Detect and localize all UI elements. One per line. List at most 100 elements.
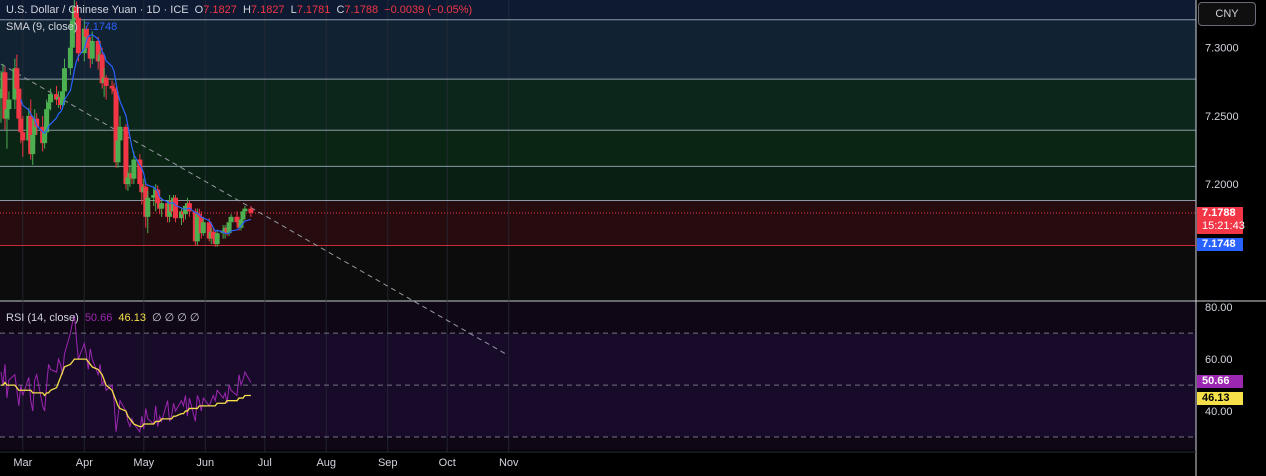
price-tick-label: 7.2500 [1205, 111, 1239, 123]
open-label: O [194, 4, 204, 16]
candle-body [18, 118, 24, 133]
date-tick-label: Oct [439, 457, 456, 469]
candle-body [206, 222, 212, 239]
rsi-pane [0, 314, 252, 434]
candle [2, 66, 8, 130]
candle-body [228, 216, 234, 223]
price-zone [0, 79, 1196, 131]
candle-body [125, 177, 131, 185]
sma-line [20, 33, 252, 234]
candle-body [2, 72, 8, 119]
rsi-ma-value-tag: 46.13 [1197, 392, 1243, 405]
candle-body [85, 36, 91, 48]
candle [103, 75, 109, 100]
candle-body [123, 126, 129, 185]
candle-body [44, 109, 50, 133]
candle-body [226, 222, 232, 234]
axes: 7.3000 7.2500 7.2000 80.00 60.00 40.00 Mar Apr M… [13, 43, 1238, 469]
candle-body [16, 88, 22, 119]
candle [248, 205, 254, 217]
candle [6, 91, 12, 120]
candle-body [194, 214, 200, 242]
candle [109, 80, 115, 95]
candle-body [81, 28, 87, 54]
candle [89, 31, 95, 65]
candle-body [46, 102, 52, 110]
candle [145, 190, 151, 234]
candle-body [111, 88, 117, 92]
candle [30, 129, 36, 165]
candle [61, 58, 67, 96]
price-zone [0, 19, 1196, 80]
candle [173, 195, 179, 223]
rsi-tick-label: 60.00 [1205, 354, 1233, 366]
candle-body [214, 233, 220, 245]
rsi-ma-value: 46.13 [118, 312, 146, 324]
currency-button[interactable]: CNY [1198, 2, 1256, 26]
sma-value: 7.1748 [83, 21, 118, 33]
low-label: L [290, 4, 297, 16]
date-tick-label: Mar [13, 457, 32, 469]
candle [48, 88, 54, 111]
candle-body [155, 189, 161, 204]
candle-body [131, 159, 137, 179]
candle-body [240, 211, 246, 220]
candle-body [30, 135, 36, 155]
date-tick-label: Jul [258, 457, 272, 469]
candle-body [59, 91, 65, 105]
date-tick-label: Sep [378, 457, 398, 469]
high-value: 7.1827 [250, 4, 285, 16]
sma-polyline [20, 33, 252, 234]
rsi-label[interactable]: RSI (14, close) [6, 312, 79, 324]
date-tick-label: Nov [499, 457, 519, 469]
candle-body [248, 208, 254, 213]
date-tick-label: Jun [196, 457, 214, 469]
candle-body [234, 216, 240, 223]
candle-body [6, 99, 12, 110]
candle [75, 13, 81, 62]
candle [242, 205, 248, 217]
price-zone [0, 130, 1196, 167]
candle-body [67, 47, 73, 69]
rsi-value-tag: 50.66 [1197, 375, 1243, 388]
candle-body [95, 40, 101, 62]
change-value: −0.0039 (−0.05%) [384, 4, 473, 16]
sma-label[interactable]: SMA (9, close) [6, 21, 78, 33]
rsi-value: 50.66 [84, 312, 113, 324]
symbol-legend: U.S. Dollar / Chinese Yuan · 1D · ICE O 7… [6, 4, 475, 16]
candle-body [145, 197, 151, 217]
low-value: 7.1781 [296, 4, 331, 16]
candle-body [159, 203, 165, 209]
candle-body [117, 126, 123, 141]
candle [131, 151, 137, 185]
candle [81, 20, 87, 62]
candle-body [115, 140, 121, 163]
candle-body [89, 40, 95, 59]
price-zone [0, 0, 1196, 20]
last-price-value: 7.1788 [1202, 207, 1236, 219]
candle-body [83, 28, 89, 37]
candle-body [178, 211, 184, 219]
candle-body [210, 231, 216, 239]
candle-body [42, 132, 48, 144]
rsi-extra-values: ∅ ∅ ∅ ∅ [152, 312, 200, 324]
close-label: C [336, 4, 345, 16]
candle-body [75, 17, 81, 54]
grid [0, 0, 1196, 452]
candle-body [173, 197, 179, 219]
candle-body [0, 88, 4, 99]
candle-body [200, 222, 206, 234]
date-tick-label: May [133, 457, 154, 469]
candle [228, 214, 234, 228]
candle-body [69, 20, 75, 48]
rsi-tick-label: 40.00 [1205, 406, 1233, 418]
candle-body [61, 68, 67, 92]
trendline[interactable] [0, 63, 507, 355]
candle-body [48, 94, 54, 103]
date-tick-label: Apr [76, 457, 93, 469]
candle-body [242, 208, 248, 212]
symbol-title[interactable]: U.S. Dollar / Chinese Yuan · 1D · ICE [6, 4, 189, 16]
candlestick-series [0, 0, 254, 247]
